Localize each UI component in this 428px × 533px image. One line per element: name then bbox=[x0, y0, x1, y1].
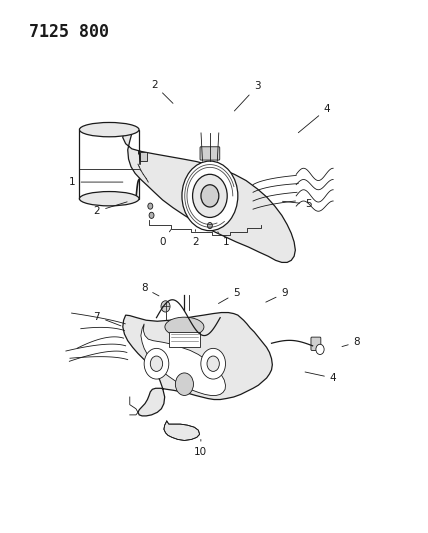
Text: 1: 1 bbox=[69, 177, 123, 187]
Circle shape bbox=[175, 373, 193, 395]
Circle shape bbox=[193, 174, 227, 217]
Bar bbox=[80, 130, 139, 199]
Circle shape bbox=[144, 349, 169, 379]
Circle shape bbox=[182, 161, 238, 231]
FancyBboxPatch shape bbox=[200, 147, 220, 160]
Text: 2: 2 bbox=[192, 230, 199, 247]
Text: 5: 5 bbox=[282, 199, 312, 209]
Text: 3: 3 bbox=[235, 82, 261, 111]
Circle shape bbox=[201, 349, 226, 379]
Polygon shape bbox=[123, 312, 272, 416]
Text: 7: 7 bbox=[94, 312, 121, 326]
Text: 8: 8 bbox=[141, 283, 159, 296]
FancyBboxPatch shape bbox=[169, 332, 199, 348]
Ellipse shape bbox=[80, 191, 139, 206]
Text: 0: 0 bbox=[159, 230, 171, 247]
Bar bbox=[140, 152, 147, 161]
Text: 8: 8 bbox=[342, 337, 360, 347]
Text: 1: 1 bbox=[218, 232, 230, 247]
Circle shape bbox=[201, 185, 219, 207]
Circle shape bbox=[316, 344, 324, 354]
Text: 5: 5 bbox=[218, 288, 240, 303]
Text: 10: 10 bbox=[194, 439, 208, 457]
Circle shape bbox=[161, 301, 170, 312]
Text: 2: 2 bbox=[94, 202, 127, 216]
Text: 7125 800: 7125 800 bbox=[29, 23, 109, 42]
Circle shape bbox=[149, 212, 154, 219]
Text: 4: 4 bbox=[298, 104, 330, 133]
Circle shape bbox=[207, 356, 219, 372]
Text: 9: 9 bbox=[266, 288, 288, 302]
Polygon shape bbox=[141, 324, 226, 395]
FancyBboxPatch shape bbox=[311, 337, 321, 350]
Text: 4: 4 bbox=[305, 372, 336, 383]
Text: 2: 2 bbox=[151, 80, 173, 103]
Circle shape bbox=[208, 222, 212, 229]
Polygon shape bbox=[123, 127, 295, 262]
Ellipse shape bbox=[165, 317, 204, 337]
Ellipse shape bbox=[80, 123, 139, 137]
Circle shape bbox=[150, 356, 163, 372]
Polygon shape bbox=[164, 421, 199, 440]
Circle shape bbox=[148, 203, 153, 209]
